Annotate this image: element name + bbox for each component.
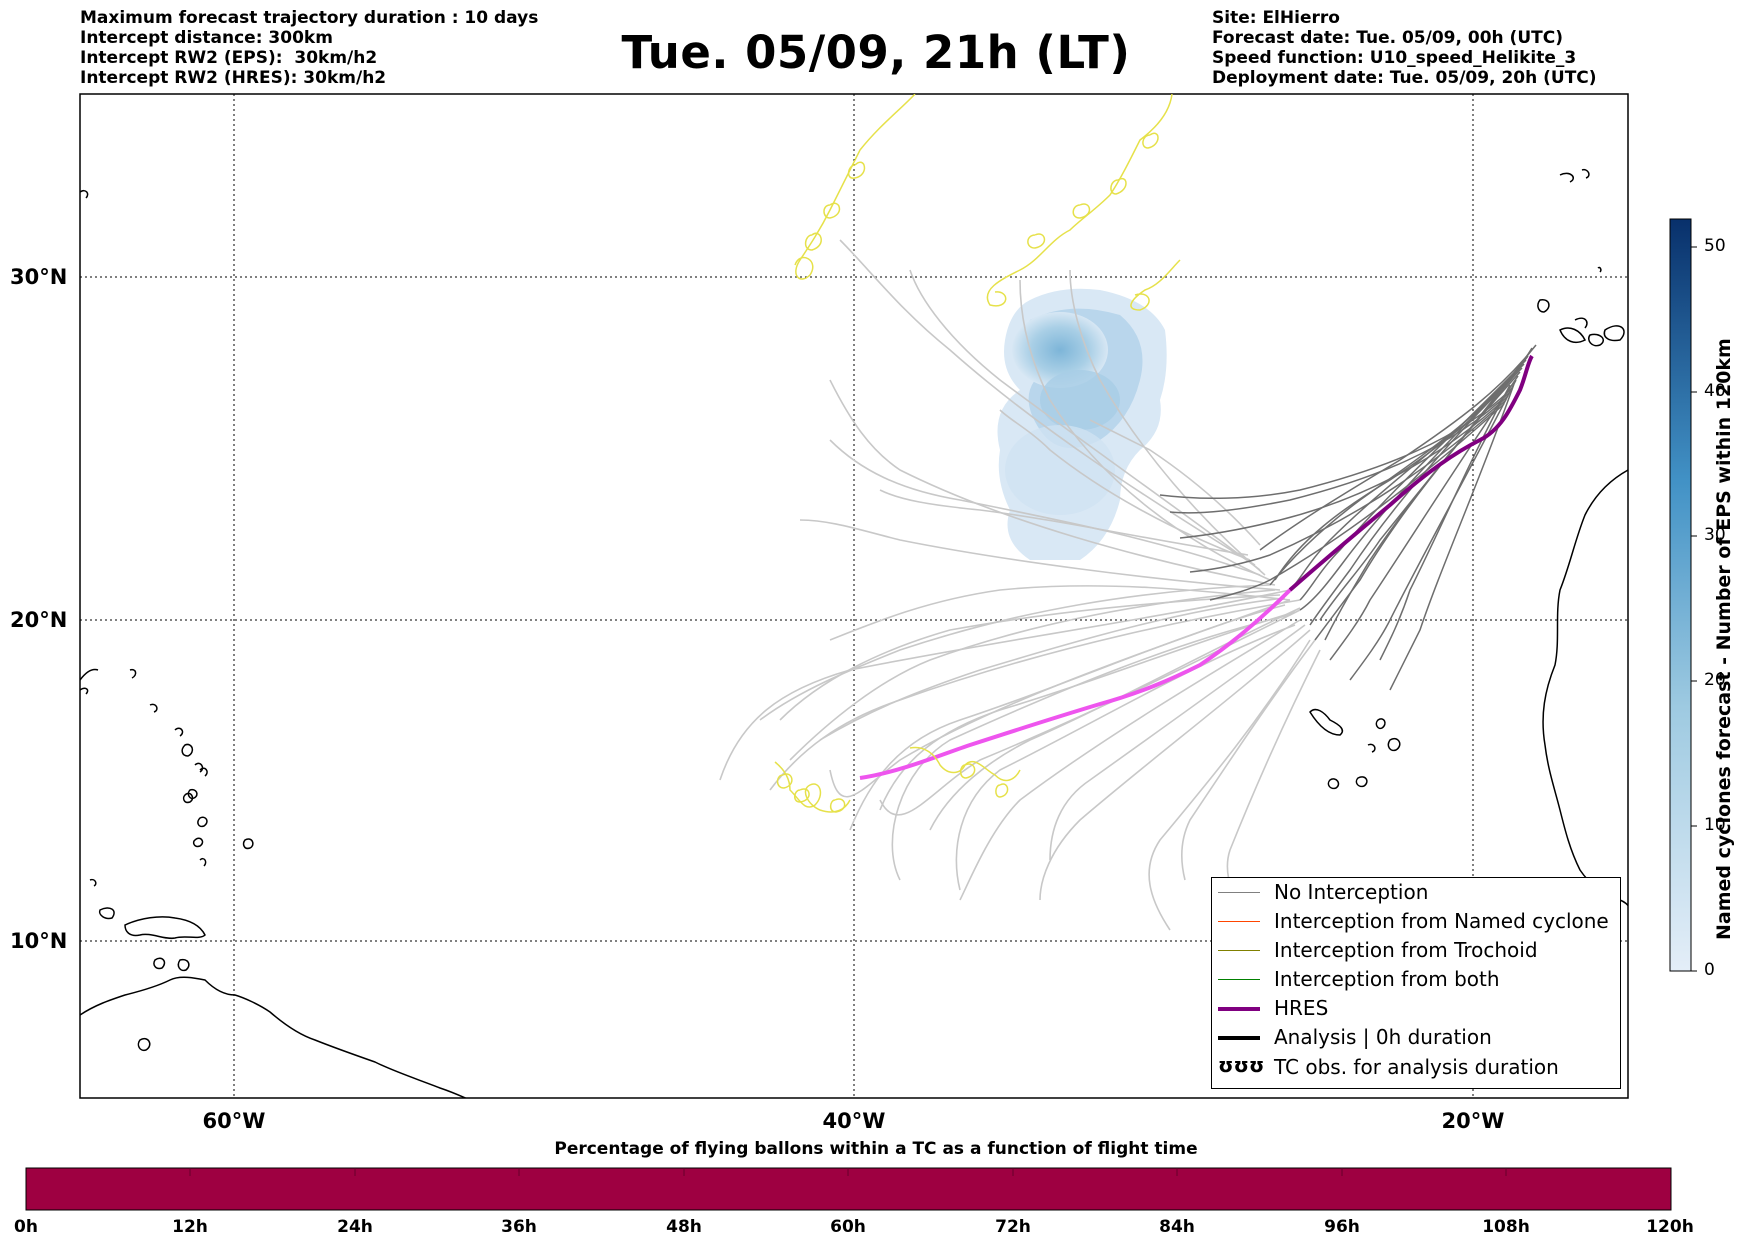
legend-swatch-named-cyclone (1218, 921, 1260, 922)
legend-label: Interception from both (1274, 967, 1500, 991)
header-right-line: Forecast date: Tue. 05/09, 00h (UTC) (1212, 28, 1563, 48)
colorbar-ticks (1691, 246, 1697, 972)
colorbar-tick-label: 30 (1704, 525, 1726, 545)
flight-time-bar-ticks (189, 1168, 1507, 1176)
flight-time-bar-title: Percentage of flying ballons within a TC… (554, 1139, 1198, 1159)
flight-time-label: 120h (1646, 1217, 1694, 1237)
legend-label: HRES (1274, 996, 1329, 1020)
colorbar-tick-label: 50 (1704, 236, 1726, 256)
colorbar (1669, 218, 1692, 972)
flight-time-label: 36h (501, 1217, 537, 1237)
hres-early-segment (859, 588, 1292, 780)
map-content (80, 94, 1628, 1098)
legend-item: Interception from both (1212, 967, 1620, 993)
legend-label: Interception from Named cyclone (1274, 909, 1609, 933)
legend-item: Interception from Trochoid (1212, 938, 1620, 964)
coastlines (80, 168, 1628, 1098)
cyclone-density-area (997, 288, 1167, 560)
map-legend: No Interception Interception from Named … (1211, 877, 1621, 1089)
legend-label: Analysis | 0h duration (1274, 1025, 1492, 1049)
header-right-line: Speed function: U10_speed_Helikite_3 (1212, 48, 1577, 68)
tc-obs-loops-icon: ʊʊʊ (1218, 1053, 1265, 1077)
legend-swatch-both (1218, 979, 1260, 980)
header-left-line: Intercept RW2 (HRES): 30km/h2 (80, 68, 387, 88)
flight-time-label: 0h (14, 1217, 38, 1237)
colorbar-tick-label: 40 (1704, 381, 1726, 401)
flight-time-label: 84h (1159, 1217, 1195, 1237)
header-left-line: Maximum forecast trajectory duration : 1… (80, 8, 539, 28)
legend-swatch-no-interception (1218, 892, 1260, 893)
header-left: Maximum forecast trajectory duration : 1… (80, 8, 538, 88)
legend-label: Interception from Trochoid (1274, 938, 1538, 962)
page-title: Tue. 05/09, 21h (LT) (621, 26, 1131, 79)
hres-trajectory (1288, 354, 1534, 592)
lon-label: 60°W (203, 1109, 266, 1133)
header-right: Site: ElHierro Forecast date: Tue. 05/09… (1212, 8, 1597, 88)
header-right-line: Site: ElHierro (1212, 8, 1340, 28)
colorbar-tick-label: 10 (1704, 815, 1726, 835)
eps-far-trajectories (719, 239, 1321, 941)
legend-label: No Interception (1274, 880, 1429, 904)
lat-label: 10°N (10, 929, 67, 953)
flight-time-label: 60h (830, 1217, 866, 1237)
lon-label: 40°W (823, 1109, 886, 1133)
flight-time-label: 72h (995, 1217, 1031, 1237)
lat-label: 20°N (10, 608, 67, 632)
legend-item: No Interception (1212, 880, 1620, 906)
lon-label: 20°W (1442, 1109, 1505, 1133)
legend-swatch-analysis (1218, 1036, 1260, 1040)
flight-time-label: 108h (1482, 1217, 1530, 1237)
legend-swatch-trochoid (1218, 950, 1260, 951)
legend-item: Analysis | 0h duration (1212, 1025, 1620, 1051)
colorbar-tick-label: 20 (1704, 670, 1726, 690)
flight-time-label: 24h (337, 1217, 373, 1237)
header-left-line: Intercept distance: 300km (80, 28, 333, 48)
flight-time-label: 96h (1324, 1217, 1360, 1237)
legend-swatch-hres (1218, 1007, 1260, 1011)
legend-item: HRES (1212, 996, 1620, 1022)
header-right-line: Deployment date: Tue. 05/09, 20h (UTC) (1212, 68, 1597, 88)
colorbar-tick-label: 0 (1704, 960, 1715, 980)
legend-item: ʊʊʊ TC obs. for analysis duration (1212, 1053, 1620, 1081)
legend-label: TC obs. for analysis duration (1274, 1055, 1559, 1079)
colorbar-title: Named cyclones forecast - Number of EPS … (1713, 338, 1735, 940)
flight-time-label: 12h (172, 1217, 208, 1237)
tc-obs-tracks (774, 94, 1181, 813)
lat-label: 30°N (10, 265, 67, 289)
flight-time-label: 48h (666, 1217, 702, 1237)
flight-time-bar (25, 1167, 1672, 1211)
legend-item: Interception from Named cyclone (1212, 909, 1620, 935)
header-left-line: Intercept RW2 (EPS): 30km/h2 (80, 48, 378, 68)
